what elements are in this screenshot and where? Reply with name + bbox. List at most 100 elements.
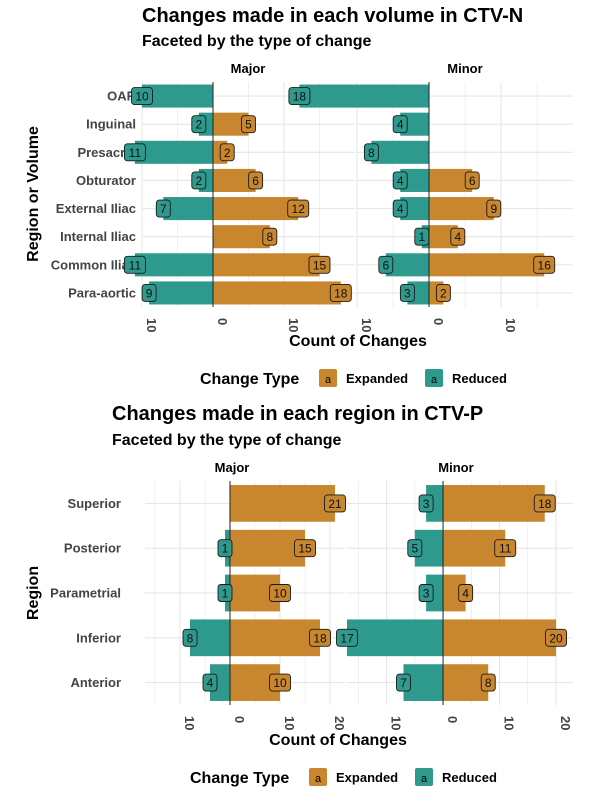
data-label-expanded: 10 — [269, 673, 291, 692]
data-label-expanded: 6 — [248, 171, 264, 190]
data-label-expanded-box — [533, 255, 556, 274]
data-label-reduced: 4 — [392, 171, 408, 190]
data-label-expanded: 15 — [308, 255, 331, 274]
data-label-reduced-text: 7 — [400, 676, 407, 690]
data-label-reduced-text: 2 — [195, 118, 202, 132]
data-label-reduced-text: 5 — [411, 542, 418, 556]
x-tick-label: 20 — [332, 716, 347, 730]
data-label-expanded: 6 — [464, 171, 480, 190]
chart-subtitle: Faceted by the type of change — [112, 432, 341, 449]
y-axis-title: Region — [25, 566, 42, 620]
legend-label-reduced: Reduced — [452, 371, 507, 386]
data-label-reduced-box — [123, 143, 146, 162]
data-label-expanded-box — [329, 283, 352, 302]
data-label-expanded: 20 — [545, 628, 567, 647]
data-label-expanded-box — [294, 539, 316, 558]
legend-label-expanded: Expanded — [336, 770, 398, 785]
data-label-reduced: 6 — [378, 255, 394, 274]
data-label-reduced-text: 3 — [404, 286, 411, 300]
data-label-reduced: 3 — [418, 494, 434, 513]
legend-label-reduced: Reduced — [442, 770, 497, 785]
data-label-reduced-box — [378, 255, 394, 274]
data-label-expanded-text: 15 — [313, 258, 327, 272]
facet-label-major: Major — [215, 460, 250, 475]
data-label-expanded: 5 — [241, 115, 256, 134]
data-label-expanded-box — [533, 494, 556, 513]
x-tick-label: 10 — [286, 318, 301, 332]
data-label-expanded-box — [464, 171, 480, 190]
data-label-expanded: 4 — [458, 584, 474, 602]
data-label-reduced-text: 1 — [222, 542, 229, 556]
data-label-reduced: 1 — [217, 584, 233, 602]
data-label-expanded-text: 9 — [490, 202, 497, 216]
data-label-reduced-box — [392, 171, 408, 190]
bar-reduced — [347, 619, 444, 657]
data-label-expanded-box — [435, 283, 451, 302]
category-label: Common Iliac — [51, 257, 136, 272]
data-label-reduced-box — [217, 539, 233, 558]
data-label-reduced: 4 — [392, 115, 408, 134]
data-label-reduced-box — [363, 143, 379, 162]
data-label-reduced: 7 — [396, 673, 411, 692]
data-label-expanded-text: 18 — [313, 631, 327, 645]
data-label-expanded-box — [241, 115, 256, 134]
data-label-expanded-text: 6 — [252, 174, 259, 188]
bar-reduced — [385, 253, 429, 277]
data-label-expanded: 15 — [294, 539, 316, 558]
data-label-expanded-text: 18 — [334, 286, 348, 300]
bar-expanded — [429, 197, 494, 221]
legend-ctv-n: Change Type a Expanded a Reduced — [200, 369, 507, 388]
data-label-reduced: 11 — [123, 255, 146, 274]
data-label-reduced: 1 — [217, 539, 233, 558]
data-label-reduced: 18 — [288, 87, 311, 106]
data-label-reduced-text: 1 — [418, 230, 425, 244]
data-label-reduced-box — [414, 227, 430, 246]
category-label: Anterior — [70, 675, 121, 690]
data-label-reduced-box — [155, 199, 171, 218]
data-label-reduced-text: 17 — [340, 631, 354, 645]
y-axis-title: Region or Volume — [25, 126, 42, 262]
bar-expanded — [443, 574, 466, 612]
data-label-expanded-text: 15 — [298, 542, 312, 556]
data-label-reduced-box — [396, 673, 411, 692]
data-label-reduced-box — [217, 584, 233, 602]
data-label-reduced: 2 — [191, 115, 207, 134]
bar-reduced — [149, 281, 213, 305]
data-label-reduced-box — [202, 673, 218, 692]
data-label-expanded: 9 — [486, 199, 502, 218]
data-label-reduced-box — [418, 494, 434, 513]
data-label-reduced-text: 8 — [368, 146, 375, 160]
data-label-reduced-box — [182, 628, 198, 647]
data-label-expanded-text: 21 — [328, 497, 342, 511]
data-label-reduced: 1 — [414, 227, 430, 246]
data-label-reduced-text: 4 — [397, 202, 404, 216]
data-label-reduced-text: 6 — [382, 258, 389, 272]
bar-expanded — [213, 168, 256, 192]
category-label: Posterior — [64, 541, 121, 556]
data-label-expanded-text: 12 — [292, 202, 306, 216]
bar-expanded — [443, 664, 489, 701]
data-label-reduced-box — [141, 283, 157, 302]
legend-title: Change Type — [190, 770, 289, 787]
data-label-reduced-box — [336, 628, 358, 647]
data-label-expanded-box — [309, 628, 331, 647]
legend-key-glyph: a — [431, 374, 438, 386]
legend-ctv-p: Change Type a Expanded a Reduced — [190, 768, 497, 787]
x-tick-label: 10 — [282, 716, 297, 730]
data-label-expanded: 2 — [219, 143, 235, 162]
data-label-expanded-box — [480, 673, 496, 692]
data-label-expanded-box — [287, 199, 310, 218]
bar-reduced — [210, 664, 230, 701]
category-label: Para-aortic — [68, 285, 136, 300]
data-label-reduced-text: 3 — [423, 587, 430, 601]
data-label-reduced-box — [123, 255, 146, 274]
data-label-expanded: 18 — [329, 283, 352, 302]
legend-key-reduced — [425, 369, 443, 387]
data-label-expanded-text: 10 — [273, 587, 287, 601]
data-label-expanded: 2 — [435, 283, 451, 302]
data-label-expanded: 18 — [533, 494, 556, 513]
data-label-reduced-box — [392, 115, 408, 134]
data-label-reduced-text: 10 — [135, 90, 149, 104]
data-label-reduced-text: 9 — [146, 286, 153, 300]
data-label-expanded-text: 20 — [549, 631, 563, 645]
